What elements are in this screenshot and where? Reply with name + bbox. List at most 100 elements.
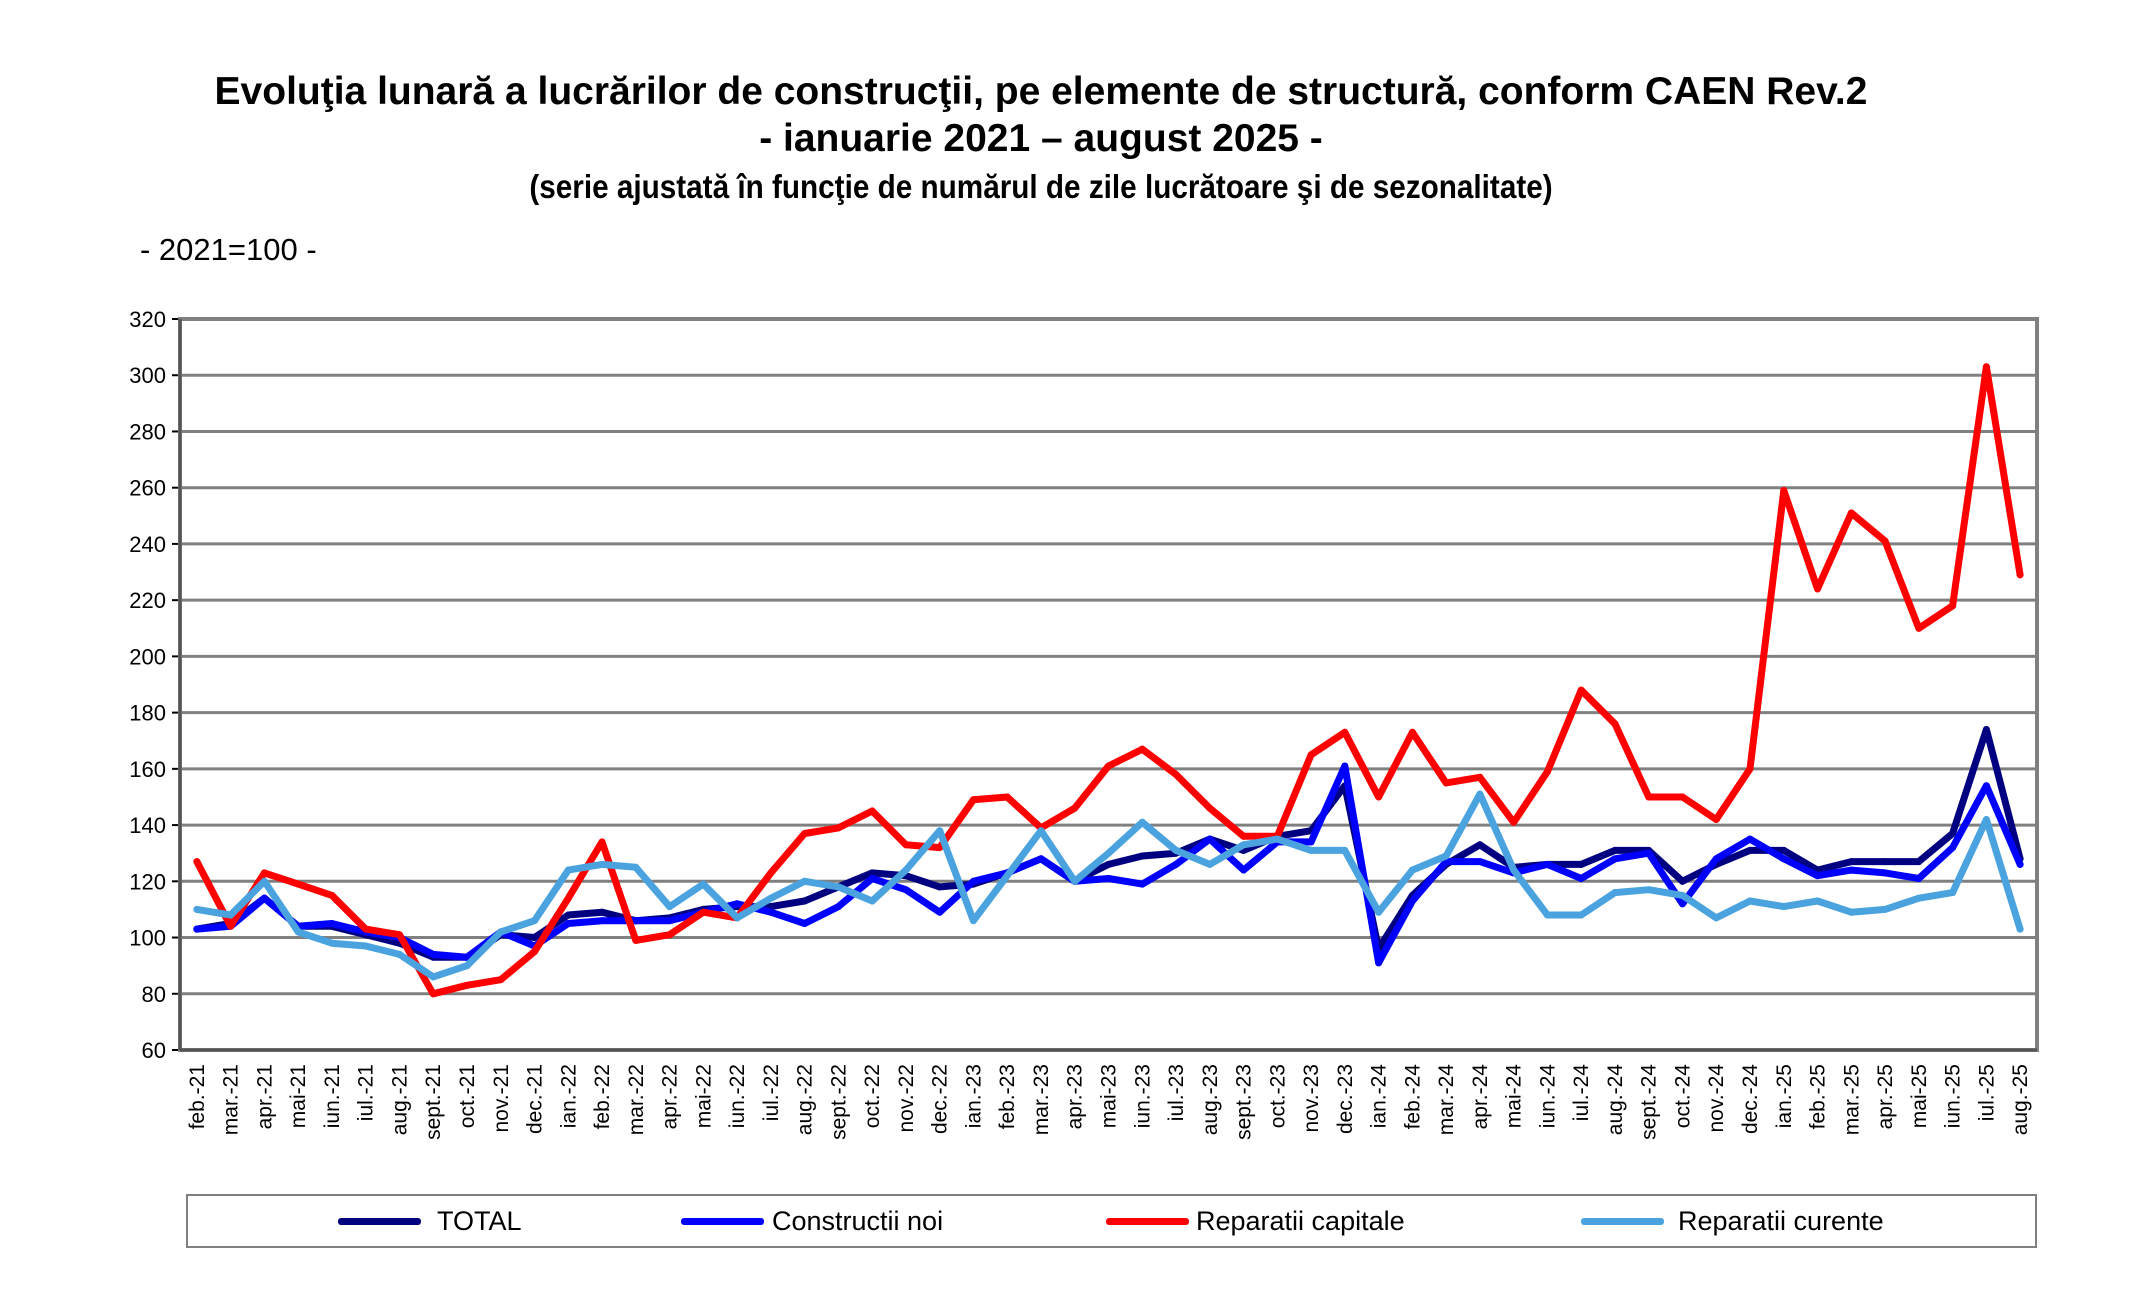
data-point <box>1341 762 1349 770</box>
data-point <box>1172 846 1180 854</box>
x-tick-label: nov.-24 <box>1705 1064 1728 1133</box>
data-point <box>2016 571 2024 579</box>
data-point <box>1240 832 1248 840</box>
data-point <box>2016 925 2024 933</box>
x-tick-label: aug.-21 <box>388 1064 411 1135</box>
y-tick-label: 220 <box>129 588 166 613</box>
data-point <box>1307 846 1315 854</box>
x-tick-label: aug.-25 <box>2009 1064 2032 1135</box>
x-tick-label: feb.-23 <box>996 1064 1019 1129</box>
data-point <box>1712 855 1720 863</box>
data-point <box>328 939 336 947</box>
data-point <box>1206 835 1214 843</box>
data-point <box>1746 765 1754 773</box>
x-tick-label: ian.-22 <box>557 1064 580 1128</box>
x-tick-label: apr.-24 <box>1469 1064 1492 1130</box>
data-point <box>1543 860 1551 868</box>
x-tick-label: iun.-24 <box>1536 1064 1559 1129</box>
data-point <box>902 886 910 894</box>
data-point <box>936 827 944 835</box>
data-point <box>936 844 944 852</box>
data-point <box>1847 509 1855 517</box>
y-tick-label: 160 <box>129 757 166 782</box>
data-point <box>1577 874 1585 882</box>
x-tick-label: mai-22 <box>692 1064 715 1128</box>
x-tick-label: iul.-21 <box>355 1064 378 1121</box>
data-point <box>193 905 201 913</box>
x-tick-label: feb.-21 <box>186 1064 209 1129</box>
x-tick-label: iul.-24 <box>1570 1064 1593 1122</box>
data-point <box>1611 889 1619 897</box>
x-tick-label: dec.-22 <box>929 1064 952 1134</box>
data-point <box>429 950 437 958</box>
x-tick-label: dec.-21 <box>524 1064 547 1134</box>
data-point <box>1712 914 1720 922</box>
data-point <box>1915 624 1923 632</box>
data-point <box>1510 866 1518 874</box>
data-point <box>1611 720 1619 728</box>
data-point <box>1240 866 1248 874</box>
data-point <box>1780 855 1788 863</box>
y-tick-label: 200 <box>129 644 166 669</box>
data-point <box>969 917 977 925</box>
data-point <box>1780 487 1788 495</box>
data-point <box>632 863 640 871</box>
data-point <box>1678 891 1686 899</box>
data-point <box>1611 846 1619 854</box>
x-tick-label: ian.-24 <box>1368 1064 1391 1129</box>
y-tick-label: 300 <box>129 363 166 388</box>
data-point <box>1814 897 1822 905</box>
x-tick-label: apr.-21 <box>253 1064 276 1129</box>
data-point <box>1408 728 1416 736</box>
data-point <box>1678 900 1686 908</box>
data-point <box>294 880 302 888</box>
data-point <box>902 841 910 849</box>
data-point <box>1375 959 1383 967</box>
data-point <box>1037 827 1045 835</box>
x-tick-label: mar.-24 <box>1435 1064 1458 1136</box>
data-point <box>767 894 775 902</box>
data-point <box>699 908 707 916</box>
data-point <box>1408 897 1416 905</box>
data-point <box>1915 874 1923 882</box>
data-point <box>1746 846 1754 854</box>
data-point <box>1172 860 1180 868</box>
data-point <box>1982 782 1990 790</box>
data-point <box>1746 897 1754 905</box>
data-point <box>1881 537 1889 545</box>
data-point <box>1307 838 1315 846</box>
data-point <box>1375 908 1383 916</box>
data-point <box>1814 585 1822 593</box>
y-tick-label: 120 <box>129 869 166 894</box>
data-point <box>1982 363 1990 371</box>
x-tick-label: mar.-22 <box>625 1064 648 1135</box>
x-tick-label: iul.-22 <box>760 1064 783 1121</box>
x-tick-label: feb.-22 <box>591 1064 614 1129</box>
data-point <box>395 950 403 958</box>
x-tick-label: iun.-22 <box>726 1064 749 1128</box>
data-point <box>1172 770 1180 778</box>
data-point <box>1780 903 1788 911</box>
data-point <box>1273 835 1281 843</box>
data-point <box>1003 793 1011 801</box>
y-tick-label: 280 <box>129 419 166 444</box>
data-point <box>1307 751 1315 759</box>
x-tick-label: oct.-21 <box>456 1064 479 1128</box>
x-tick-label: sept.-21 <box>422 1064 445 1140</box>
data-point <box>1847 858 1855 866</box>
x-tick-label: mai-25 <box>1908 1064 1931 1128</box>
x-tick-label: iun.-25 <box>1942 1064 1965 1128</box>
y-tick-label: 180 <box>129 701 166 726</box>
data-point <box>531 917 539 925</box>
data-point <box>666 931 674 939</box>
data-point <box>1105 874 1112 882</box>
data-point <box>463 981 471 989</box>
x-tick-label: feb.-24 <box>1401 1064 1424 1130</box>
data-point <box>1577 686 1585 694</box>
x-tick-label: oct.-23 <box>1266 1064 1289 1128</box>
data-point <box>767 869 775 877</box>
y-tick-label: 320 <box>129 307 166 332</box>
data-point <box>1577 911 1585 919</box>
data-point <box>1442 852 1450 860</box>
data-point <box>1206 804 1214 812</box>
